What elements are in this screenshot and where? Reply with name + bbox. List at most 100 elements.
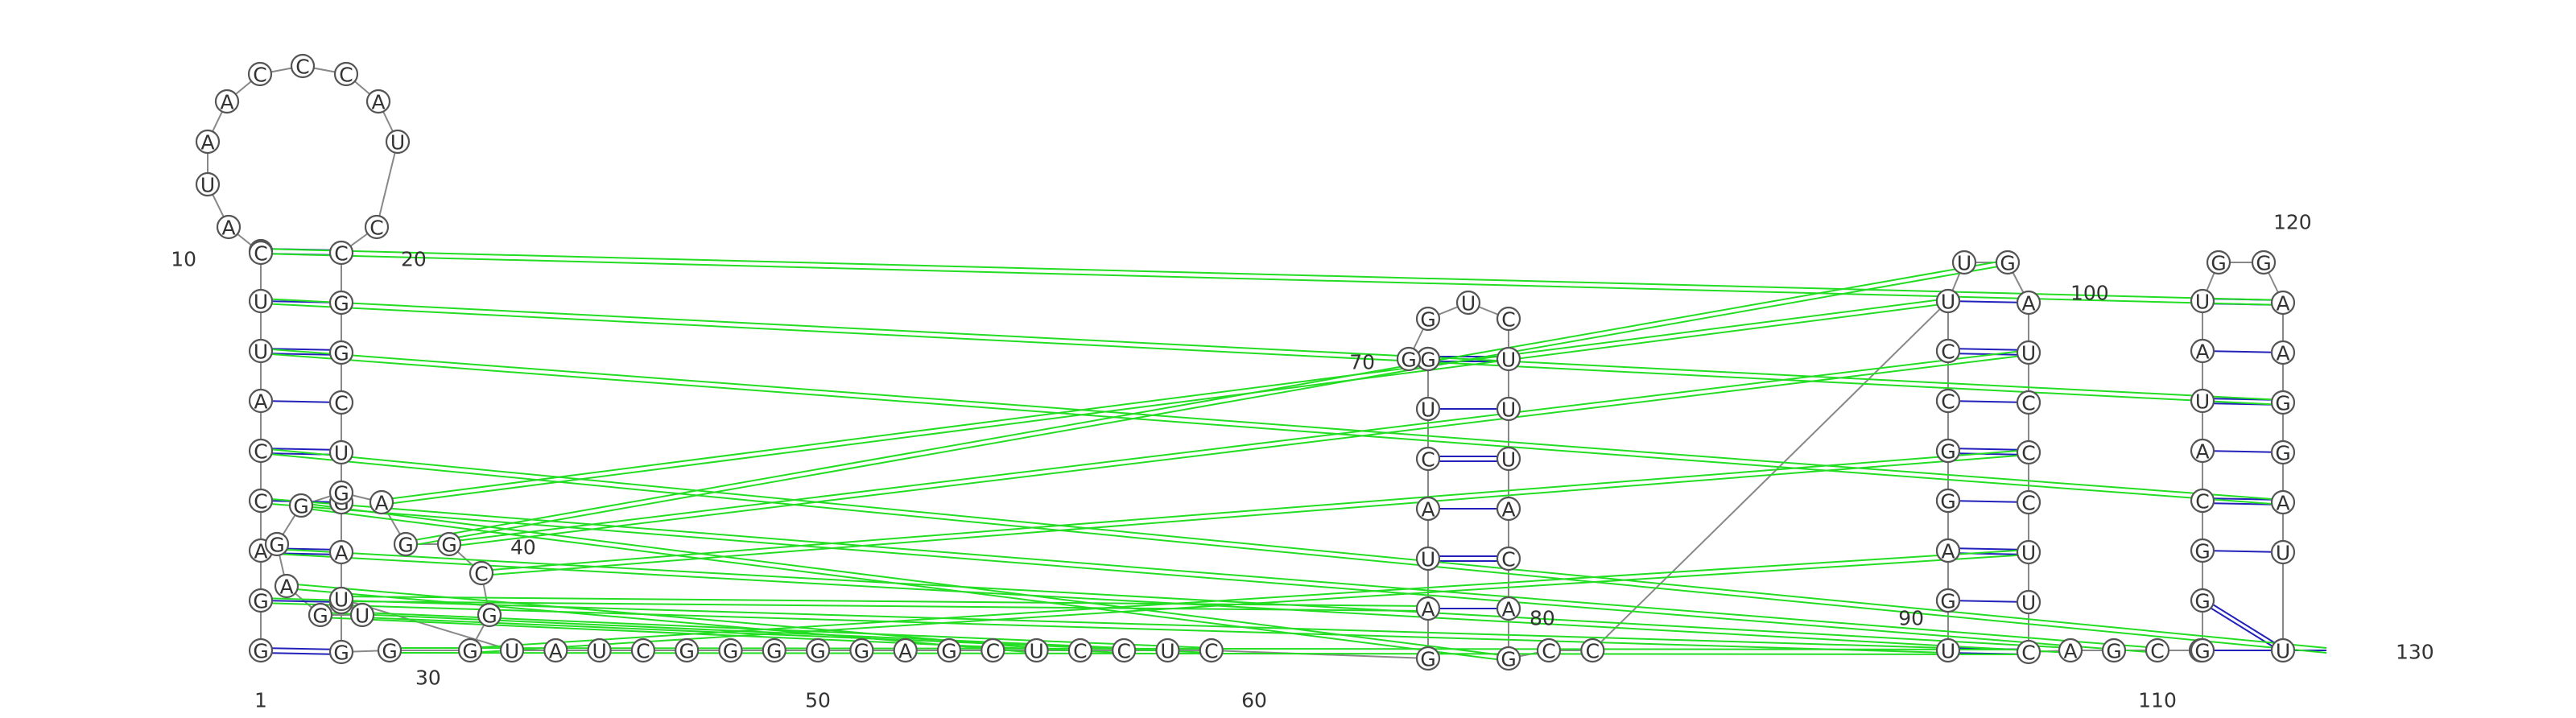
- tertiary-interaction: [481, 449, 2029, 572]
- nucleotide: U: [1415, 396, 1441, 422]
- position-label: 50: [805, 689, 831, 712]
- nucleotide: U: [1935, 638, 1961, 663]
- nucleotide-circle: [1496, 596, 1521, 621]
- nucleotide-circle: [1935, 638, 1961, 663]
- tertiary-interaction: [260, 597, 1949, 649]
- nucleotide: C: [290, 53, 316, 79]
- nucleotide: C: [2016, 439, 2041, 465]
- nucleotide-letter: C: [254, 490, 267, 514]
- nucleotide: C: [980, 638, 1005, 663]
- canonical-pair: [260, 647, 342, 650]
- nucleotide-letter: A: [1501, 498, 1515, 522]
- nucleotide-letter: G: [1940, 440, 1955, 464]
- nucleotide-circle: [1935, 288, 1961, 314]
- nucleotide-circle: [805, 638, 831, 663]
- canonical-pair: [260, 652, 342, 655]
- nucleotide-letter: U: [1501, 398, 1516, 422]
- nucleotide-letter: A: [254, 390, 267, 414]
- nucleotide: U: [2016, 589, 2041, 615]
- position-label: 110: [2138, 689, 2177, 712]
- nucleotide-letter: G: [441, 534, 456, 557]
- nucleotide: G: [849, 638, 874, 663]
- nucleotide-letter: A: [279, 576, 293, 599]
- nucleotide-circle: [2270, 439, 2296, 465]
- nucleotide-letter: A: [1421, 598, 1435, 621]
- nucleotide-circle: [1496, 346, 1521, 372]
- nucleotide-circle: [436, 531, 462, 557]
- nucleotide-circle: [1496, 446, 1521, 472]
- nucleotide-letter: A: [2276, 292, 2289, 316]
- canonical-pair: [1947, 300, 2029, 303]
- nucleotide-circle: [1951, 250, 1977, 275]
- canonical-pair: [1947, 348, 2029, 351]
- nucleotide-letter: U: [390, 131, 405, 155]
- nucleotide: G: [264, 531, 290, 557]
- nucleotide-letter: U: [2195, 291, 2210, 314]
- nucleotide-circle: [2270, 290, 2296, 316]
- nucleotide: C: [247, 61, 273, 87]
- nucleotide: G: [1415, 306, 1441, 332]
- nucleotide-letter: G: [462, 640, 477, 663]
- nucleotide-circle: [308, 602, 333, 628]
- nucleotide: U: [385, 129, 411, 155]
- nucleotide-letter: U: [334, 588, 349, 612]
- nucleotide-letter: G: [253, 640, 268, 663]
- nucleotide-letter: G: [398, 534, 413, 557]
- nucleotide-letter: A: [2021, 292, 2035, 316]
- nucleotide-letter: G: [2256, 252, 2271, 275]
- nucleotide-letter: A: [2195, 440, 2209, 464]
- nucleotide-circle: [2016, 539, 2041, 565]
- nucleotide-circle: [2145, 638, 2170, 663]
- nucleotide-letter: A: [549, 640, 563, 663]
- canonical-pair: [260, 400, 342, 403]
- nucleotide-letter: U: [200, 174, 215, 197]
- nucleotide: U: [1496, 396, 1521, 422]
- nucleotide: G: [936, 638, 962, 663]
- nucleotide-letter: G: [333, 342, 349, 365]
- nucleotide-circle: [893, 638, 918, 663]
- nucleotide: U: [2190, 388, 2215, 414]
- nucleotide-circle: [457, 638, 483, 663]
- nucleotide: U: [1415, 546, 1441, 572]
- nucleotide-letter: G: [269, 534, 284, 557]
- nucleotide: G: [328, 480, 354, 505]
- tertiary-interaction: [260, 552, 2071, 654]
- nucleotide-circle: [1415, 396, 1441, 422]
- nucleotide-circle: [328, 639, 354, 665]
- nucleotide-letter: G: [293, 495, 308, 518]
- nucleotide: A: [195, 129, 221, 155]
- nucleotide: U: [2270, 638, 2296, 663]
- nucleotide-letter: G: [1401, 349, 1416, 372]
- nucleotide-letter: U: [355, 605, 369, 628]
- nucleotide-letter: G: [2000, 252, 2015, 275]
- nucleotide-circle: [1415, 306, 1441, 332]
- nucleotide-circle: [1536, 638, 1562, 663]
- nucleotide: C: [1496, 546, 1521, 572]
- nucleotide-circle: [1935, 338, 1961, 364]
- position-label: 20: [401, 248, 427, 271]
- nucleotide-letter: C: [1501, 548, 1515, 572]
- nucleotide-letter: C: [2150, 640, 2164, 663]
- nucleotide: A: [2190, 438, 2215, 464]
- nucleotide-letter: A: [2195, 340, 2209, 364]
- nucleotide-letter: C: [334, 392, 348, 415]
- nucleotide-letter: C: [1586, 640, 1600, 663]
- nucleotide-circle: [1415, 646, 1441, 671]
- nucleotide: C: [328, 240, 354, 266]
- nucleotide: C: [1935, 388, 1961, 414]
- nucleotide-circle: [1935, 538, 1961, 563]
- nucleotide-letter: U: [1421, 398, 1435, 422]
- nucleotide-circle: [1396, 346, 1422, 372]
- nucleotide: G: [2101, 638, 2127, 663]
- nucleotide-circle: [1496, 496, 1521, 522]
- nucleotide-circle: [1067, 638, 1093, 663]
- nucleotide-letter: U: [1501, 448, 1516, 472]
- nucleotide: C: [1935, 338, 1961, 364]
- base-pairs: [260, 248, 2327, 662]
- canonical-pair: [1947, 600, 2029, 603]
- nucleotide-circle: [377, 638, 402, 663]
- nucleotide-circle: [1935, 388, 1961, 414]
- nucleotide-letter: U: [1941, 291, 1955, 314]
- nucleotide: C: [248, 438, 274, 464]
- nucleotide-circle: [980, 638, 1005, 663]
